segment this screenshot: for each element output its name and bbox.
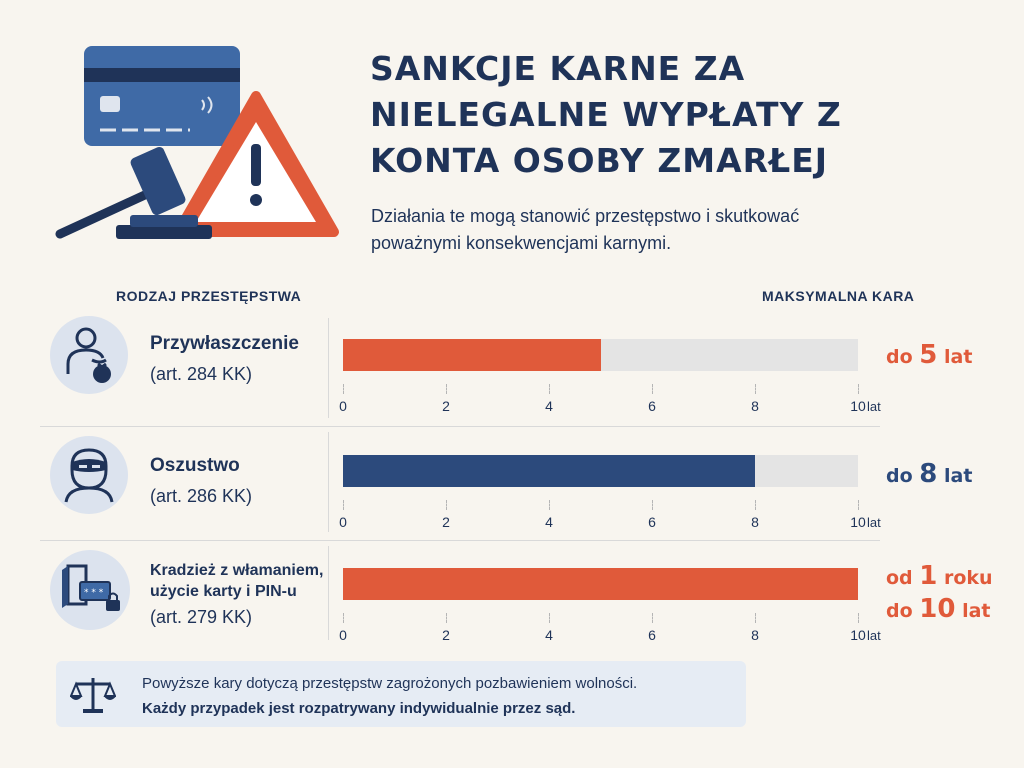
scales-icon [70,674,116,716]
tick-label: 10 [850,514,866,530]
masked-thief-icon [50,436,128,514]
tick-label: 4 [545,514,553,530]
offense-article: (art. 286 KK) [150,486,252,507]
gavel-icon [60,145,212,239]
tick-mark [446,384,447,394]
title-line: SANKCJE KARNE ZA [370,46,930,92]
offense-name: Kradzież z włamaniem, [150,560,323,581]
tick-mark [549,500,550,510]
tick-mark [755,500,756,510]
offense-label: Oszustwo (art. 286 KK) [150,455,252,507]
offense-name: użycie karty i PIN-u [150,581,323,602]
penalty-line: od 1 roku [886,561,993,594]
page-title: SANKCJE KARNE ZA NIELEGALNE WYPŁATY Z KO… [370,46,930,184]
column-divider [328,318,329,418]
offense-icon-circle [50,316,128,394]
column-divider [328,546,329,640]
tick-label: 8 [751,398,759,414]
bar-track [343,455,858,487]
tick-mark [652,500,653,510]
door-card-lock-icon: * * * [50,550,130,630]
tick-label: 2 [442,627,450,643]
axis-unit-label: lat [867,628,881,643]
offense-label: Kradzież z włamaniem, użycie karty i PIN… [150,560,323,628]
tick-mark [343,384,344,394]
tick-mark [755,384,756,394]
tick-mark [343,500,344,510]
subtitle-line: Działania te mogą stanowić przestępstwo … [371,203,891,230]
title-line: KONTA OSOBY ZMARŁEJ [370,138,930,184]
bar-track [343,568,858,600]
tick-mark [858,500,859,510]
tick-label: 0 [339,398,347,414]
hero-illustration [44,38,344,258]
subtitle-line: poważnymi konsekwencjami karnymi. [371,230,891,257]
page-subtitle: Działania te mogą stanowić przestępstwo … [371,203,891,257]
bar [343,339,601,371]
tick-label: 10 [850,398,866,414]
tick-mark [446,500,447,510]
title-line: NIELEGALNE WYPŁATY Z [370,92,930,138]
bar [343,568,858,600]
tick-mark [858,384,859,394]
tick-mark [858,613,859,623]
axis-unit-label: lat [867,515,881,530]
tick-mark [549,613,550,623]
column-header-offense: RODZAJ PRZESTĘPSTWA [116,288,301,304]
tick-label: 6 [648,398,656,414]
row-divider [40,540,880,541]
offense-icon-circle: * * * [50,550,130,630]
x-axis: 0 2 4 6 8 10 lat [343,500,883,540]
credit-card-icon [84,46,240,146]
tick-label: 2 [442,514,450,530]
x-axis: 0 2 4 6 8 10 lat [343,384,883,424]
offense-article: (art. 284 KK) [150,364,299,385]
offense-label: Przywłaszczenie (art. 284 KK) [150,333,299,385]
penalty-label: do 8 lat [886,459,972,489]
offense-icon-circle [50,436,128,514]
offense-article: (art. 279 KK) [150,607,323,628]
bar-track [343,339,858,371]
penalty-label: od 1 roku do 10 lat [886,561,993,627]
tick-label: 2 [442,398,450,414]
tick-label: 6 [648,627,656,643]
tick-label: 6 [648,514,656,530]
x-axis: 0 2 4 6 8 10 lat [343,613,883,653]
penalty-line: do 5 lat [886,346,972,368]
penalty-line: do 10 lat [886,594,993,627]
row-divider [40,426,880,427]
tick-mark [343,613,344,623]
tick-label: 0 [339,627,347,643]
penalty-line: do 8 lat [886,465,972,487]
tick-mark [755,613,756,623]
axis-unit-label: lat [867,399,881,414]
bar [343,455,755,487]
tick-label: 8 [751,514,759,530]
tick-label: 8 [751,627,759,643]
tick-label: 0 [339,514,347,530]
footer-line-2: Każdy przypadek jest rozpatrywany indywi… [142,700,575,717]
tick-mark [652,384,653,394]
tick-mark [446,613,447,623]
footer-line-1: Powyższe kary dotyczą przestępstw zagroż… [142,675,637,692]
svg-text:* * *: * * * [84,588,104,598]
tick-mark [652,613,653,623]
tick-label: 4 [545,398,553,414]
penalty-label: do 5 lat [886,340,972,370]
footer-note: Powyższe kary dotyczą przestępstw zagroż… [56,661,746,727]
tick-label: 10 [850,627,866,643]
offense-name: Oszustwo [150,455,252,477]
column-header-penalty: MAKSYMALNA KARA [762,288,914,304]
column-divider [328,432,329,532]
offense-name: Przywłaszczenie [150,333,299,355]
tick-mark [549,384,550,394]
person-moneybag-icon [50,316,128,394]
tick-label: 4 [545,627,553,643]
